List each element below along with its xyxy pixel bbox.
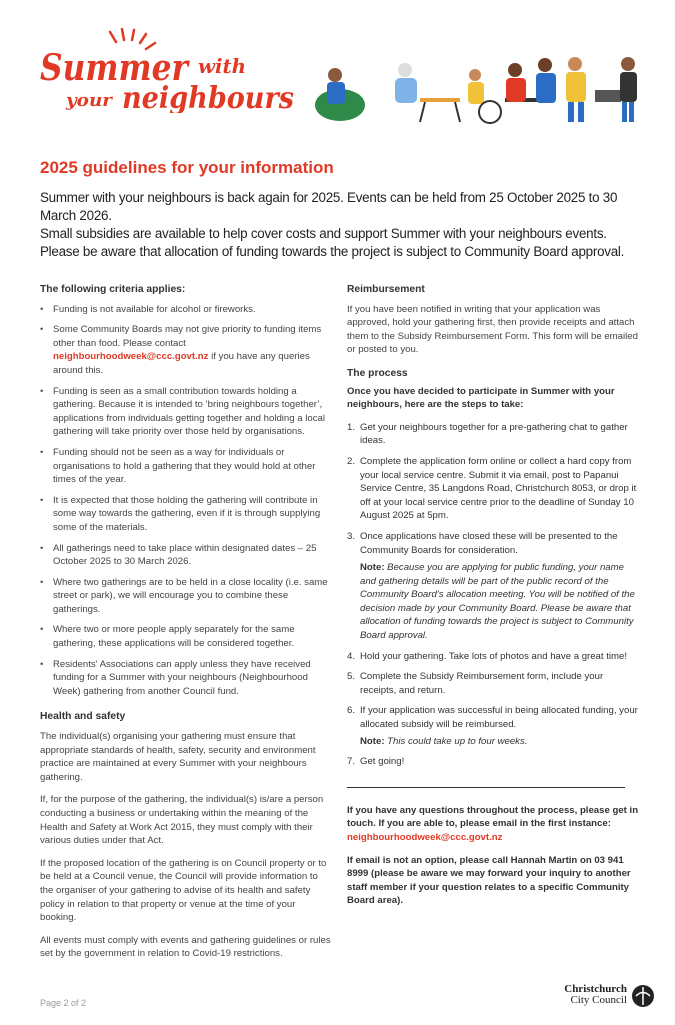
page-number: Page 2 of 2 xyxy=(40,997,87,1008)
contact-email-link[interactable]: neighbourhoodweek@ccc.govt.nz xyxy=(347,832,503,843)
contact-phone-text: If email is not an option, please call H… xyxy=(347,854,631,907)
criteria-item: Some Community Boards may not give prior… xyxy=(40,323,332,377)
process-steps: 1. Get your neighbours together for a pre… xyxy=(347,421,639,769)
criteria-item: Residents’ Associations can apply unless… xyxy=(40,658,332,699)
intro-line: Summer with your neighbours is back agai… xyxy=(40,190,618,223)
criteria-item: Funding should not be seen as a way for … xyxy=(40,446,332,487)
criteria-item: Funding is seen as a small contribution … xyxy=(40,385,332,439)
reimbursement-heading: Reimbursement xyxy=(347,284,425,295)
christchurch-city-council-logo: Christchurch City Council xyxy=(564,982,657,1012)
reimbursement-text: If you have been notified in writing tha… xyxy=(347,303,638,356)
health-paragraph: All events must comply with events and g… xyxy=(40,934,331,960)
svg-text:your: your xyxy=(65,90,114,111)
intro-text: Summer with your neighbours is back agai… xyxy=(40,189,655,261)
process-step: 5. Complete the Subsidy Reimbursement for… xyxy=(347,671,604,696)
health-paragraph: If the proposed location of the gatherin… xyxy=(40,857,327,924)
health-paragraph: The individual(s) organising your gather… xyxy=(40,731,316,783)
criteria-item: Where two or more people apply separatel… xyxy=(40,623,332,650)
neighbours-gathering-illustration xyxy=(315,57,637,124)
left-column: The following criteria applies: Funding … xyxy=(40,283,332,970)
page-header: Summer with your neighbours xyxy=(0,0,675,150)
process-step: 3. Once applications have closed these wi… xyxy=(347,530,635,642)
svg-text:neighbours: neighbours xyxy=(122,81,294,113)
criteria-item: All gatherings need to take place within… xyxy=(40,542,332,569)
two-column-body: The following criteria applies: Funding … xyxy=(40,283,640,970)
council-emblem-icon xyxy=(632,984,654,1007)
page-footer: Page 2 of 2 Christchurch City Council xyxy=(0,980,675,1025)
criteria-list: Funding is not available for alcohol or … xyxy=(40,303,332,699)
process-heading: The process xyxy=(347,367,408,379)
health-heading: Health and safety xyxy=(40,711,126,723)
health-paragraph: If, for the purpose of the gathering, th… xyxy=(40,794,324,847)
intro-line: Small subsidies are available to help co… xyxy=(40,226,607,241)
email-link[interactable]: neighbourhoodweek@ccc.govt.nz xyxy=(53,351,209,363)
process-step: 4. Hold your gathering. Take lots of phot… xyxy=(347,650,628,662)
divider xyxy=(347,786,625,788)
summer-with-your-neighbours-logo: Summer with your neighbours xyxy=(40,28,294,113)
criteria-heading: The following criteria applies: xyxy=(40,284,186,295)
intro-line: Please be aware that allocation of fundi… xyxy=(40,244,625,259)
criteria-item: It is expected that those holding the ga… xyxy=(40,494,332,535)
contact-text: If you have any questions throughout the… xyxy=(347,804,639,843)
right-column: Reimbursement If you have been notified … xyxy=(347,283,639,970)
process-lead: Once you have decided to participate in … xyxy=(347,385,615,411)
process-step: 1. Get your neighbours together for a pre… xyxy=(347,421,628,447)
process-step: 7. Get going! xyxy=(347,756,405,768)
process-step: 2. Complete the application form online o… xyxy=(347,455,637,522)
process-step: 6. If your application was successful in … xyxy=(347,705,638,747)
svg-text:Summer: Summer xyxy=(40,47,191,89)
criteria-item: Where two gatherings are to be held in a… xyxy=(40,576,332,617)
criteria-item: Funding is not available for alcohol or … xyxy=(40,303,332,317)
page-heading: 2025 guidelines for your information xyxy=(40,158,334,177)
svg-text:with: with xyxy=(198,54,246,78)
